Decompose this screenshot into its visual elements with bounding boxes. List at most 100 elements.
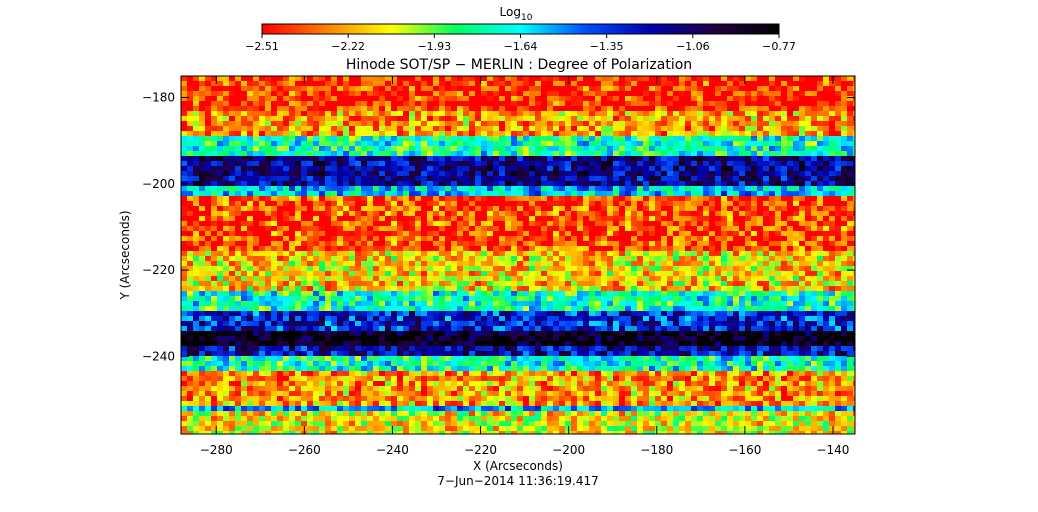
heatmap-cell	[835, 171, 841, 176]
heatmap-cell	[241, 146, 247, 151]
heatmap-cell	[241, 206, 247, 211]
heatmap-cell	[553, 171, 559, 176]
heatmap-cell	[757, 236, 763, 241]
heatmap-cell	[331, 256, 337, 261]
heatmap-cell	[787, 211, 793, 216]
heatmap-cell	[661, 251, 667, 256]
heatmap-cell	[349, 186, 355, 191]
heatmap-cell	[187, 81, 193, 86]
heatmap-cell	[349, 211, 355, 216]
heatmap-cell	[559, 261, 565, 266]
heatmap-cell	[355, 81, 361, 86]
heatmap-cell	[217, 256, 223, 261]
heatmap-cell	[415, 166, 421, 171]
heatmap-cell	[631, 136, 637, 141]
heatmap-cell	[565, 176, 571, 181]
heatmap-cell	[283, 131, 289, 136]
heatmap-cell	[577, 266, 583, 271]
heatmap-cell	[277, 246, 283, 251]
heatmap-cell	[595, 216, 601, 221]
heatmap-cell	[817, 211, 823, 216]
heatmap-cell	[511, 241, 517, 246]
heatmap-cell	[655, 236, 661, 241]
heatmap-cell	[817, 186, 823, 191]
heatmap-cell	[745, 281, 751, 286]
heatmap-cell	[379, 231, 385, 236]
heatmap-cell	[529, 186, 535, 191]
heatmap-cell	[343, 181, 349, 186]
heatmap-cell	[469, 201, 475, 206]
heatmap-cell	[355, 151, 361, 156]
heatmap-cell	[505, 101, 511, 106]
heatmap-cell	[685, 186, 691, 191]
heatmap-cell	[445, 201, 451, 206]
heatmap-cell	[505, 276, 511, 281]
heatmap-cell	[409, 256, 415, 261]
heatmap-cell	[745, 86, 751, 91]
heatmap-cell	[199, 246, 205, 251]
heatmap-cell	[601, 181, 607, 186]
heatmap-cell	[235, 226, 241, 231]
heatmap-cell	[217, 286, 223, 291]
heatmap-cell	[229, 116, 235, 121]
heatmap-cell	[727, 106, 733, 111]
heatmap-cell	[481, 116, 487, 121]
heatmap-cell	[793, 81, 799, 86]
heatmap-cell	[631, 96, 637, 101]
heatmap-cell	[781, 191, 787, 196]
heatmap-cell	[349, 216, 355, 221]
heatmap-cell	[301, 116, 307, 121]
heatmap-cell	[577, 271, 583, 276]
heatmap-cell	[637, 281, 643, 286]
heatmap-cell	[457, 261, 463, 266]
heatmap-cell	[697, 151, 703, 156]
heatmap-cell	[703, 251, 709, 256]
heatmap-cell	[427, 141, 433, 146]
heatmap-cell	[355, 116, 361, 121]
heatmap-cell	[625, 176, 631, 181]
heatmap-cell	[751, 246, 757, 251]
heatmap-cell	[757, 86, 763, 91]
heatmap-cell	[427, 96, 433, 101]
heatmap-cell	[481, 161, 487, 166]
heatmap-cell	[301, 106, 307, 111]
heatmap-cell	[739, 266, 745, 271]
heatmap-cell	[631, 176, 637, 181]
heatmap-cell	[211, 121, 217, 126]
heatmap-cell	[763, 256, 769, 261]
heatmap-cell	[265, 286, 271, 291]
heatmap-cell	[391, 271, 397, 276]
heatmap-cell	[211, 81, 217, 86]
heatmap-cell	[577, 261, 583, 266]
heatmap-cell	[853, 151, 855, 156]
heatmap-cell	[283, 76, 289, 81]
heatmap-cell	[763, 261, 769, 266]
heatmap-cell	[283, 201, 289, 206]
heatmap-cell	[763, 251, 769, 256]
heatmap-cell	[685, 276, 691, 281]
heatmap-cell	[691, 91, 697, 96]
heatmap-cell	[277, 141, 283, 146]
heatmap-cell	[781, 201, 787, 206]
heatmap-cell	[733, 211, 739, 216]
heatmap-cell	[403, 266, 409, 271]
heatmap-cell	[763, 171, 769, 176]
heatmap-cell	[601, 91, 607, 96]
heatmap-cell	[289, 86, 295, 91]
heatmap-cell	[805, 261, 811, 266]
heatmap-cell	[301, 181, 307, 186]
heatmap-cell	[403, 186, 409, 191]
heatmap-cell	[853, 91, 855, 96]
heatmap-cell	[367, 216, 373, 221]
heatmap-cell	[517, 176, 523, 181]
heatmap-cell	[619, 186, 625, 191]
heatmap-cell	[607, 86, 613, 91]
heatmap-cell	[337, 136, 343, 141]
heatmap-cell	[217, 261, 223, 266]
heatmap-cell	[331, 186, 337, 191]
heatmap-cell	[811, 266, 817, 271]
heatmap-cell	[271, 86, 277, 91]
heatmap-cell	[673, 181, 679, 186]
heatmap-cell	[445, 106, 451, 111]
heatmap-cell	[211, 256, 217, 261]
